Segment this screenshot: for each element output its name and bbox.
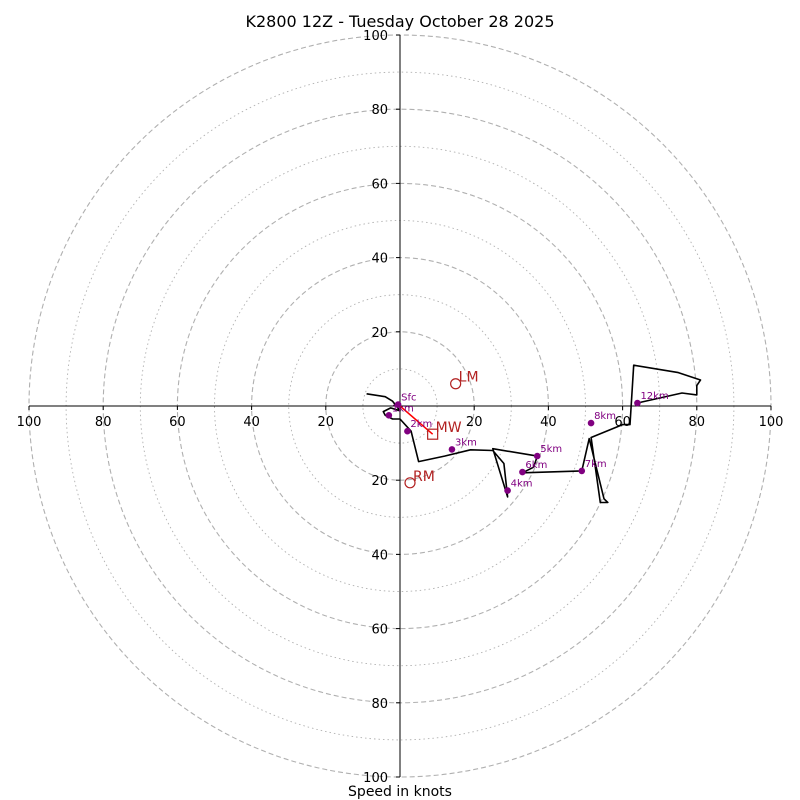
x-axis-label: Speed in knots	[348, 784, 452, 800]
x-tick-label: 60	[169, 415, 186, 430]
height-marker-4km	[504, 487, 511, 494]
storm-motion-markers: LM RM MW	[404, 370, 479, 489]
x-tick-label: 80	[689, 415, 706, 430]
storm-marker-MW	[427, 428, 439, 440]
height-marker-Sfc	[394, 401, 402, 408]
height-marker-5km	[533, 452, 541, 460]
y-tick-label: 20	[371, 326, 388, 341]
height-marker-12km	[634, 399, 641, 407]
height-label-8km: 8km	[594, 411, 616, 422]
storm-label-LM: LM	[459, 370, 479, 386]
height-marker-1km	[385, 411, 393, 419]
height-label-12km: 12km	[640, 391, 668, 402]
tick-labels: 100 80 60 40 20 20 40 60 80 100204060801002040608…	[17, 29, 784, 786]
x-tick-label: 20	[466, 415, 483, 430]
y-tick-label: 20	[371, 474, 388, 489]
height-marker-6km	[519, 468, 526, 476]
height-marker-7km	[578, 467, 586, 475]
storm-marker-RM	[404, 477, 416, 489]
height-label-7km: 7km	[585, 459, 607, 470]
y-tick-label: 60	[371, 177, 388, 192]
height-label-5km: 5km	[540, 444, 562, 455]
height-label-6km: 6km	[525, 460, 547, 471]
y-tick-label: 40	[371, 548, 388, 563]
y-tick-label: 80	[371, 697, 388, 712]
x-tick-label: 40	[540, 415, 557, 430]
height-label-3km: 3km	[455, 437, 477, 448]
y-tick-label: 80	[371, 103, 388, 118]
storm-marker-LM	[450, 378, 462, 390]
x-tick-label: 100	[759, 415, 784, 430]
x-tick-label: 20	[318, 415, 335, 430]
storm-label-MW: MW	[436, 420, 462, 436]
storm-label-RM: RM	[413, 469, 435, 485]
x-tick-label: 100	[17, 415, 42, 430]
height-label-2km: 2km	[410, 419, 432, 430]
y-tick-label: 100	[363, 29, 388, 44]
height-marker-2km	[404, 427, 411, 435]
x-tick-label: 80	[95, 415, 112, 430]
y-tick-label: 60	[371, 623, 388, 638]
height-label-4km: 4km	[511, 479, 533, 490]
y-tick-label: 40	[371, 252, 388, 267]
y-tick-label: 100	[363, 771, 388, 786]
height-marker-8km	[587, 419, 595, 427]
height-label-Sfc: Sfc	[401, 393, 416, 404]
height-label-1km: 1km	[392, 403, 414, 414]
x-tick-label: 40	[243, 415, 260, 430]
chart-title: K2800 12Z - Tuesday October 28 2025	[245, 12, 554, 31]
height-marker-3km	[448, 446, 456, 453]
